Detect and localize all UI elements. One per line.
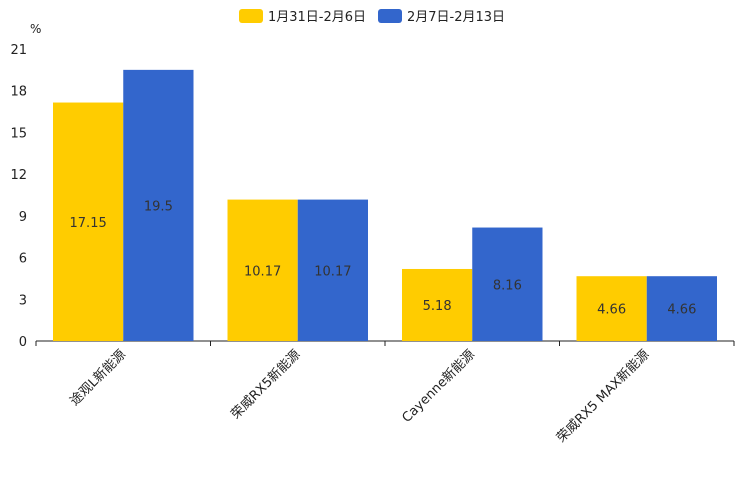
y-tick-label: 12 [10, 168, 27, 183]
legend-item-series-1[interactable]: 1月31日-2月6日 [238, 6, 366, 25]
data-label: 10.17 [314, 264, 351, 279]
y-tick-label: 9 [19, 210, 27, 225]
y-tick-label: 3 [19, 293, 27, 308]
legend-swatch-series-1 [238, 8, 263, 23]
legend: 1月31日-2月6日 2月7日-2月13日 [0, 6, 744, 25]
legend-label-series-2: 2月7日-2月13日 [407, 10, 506, 25]
y-tick-label: 6 [19, 252, 27, 267]
bar-1-1 [53, 102, 124, 342]
bar-2-3 [472, 227, 543, 341]
bar-1-2 [227, 199, 298, 341]
data-label: 4.66 [597, 303, 626, 318]
y-tick-label: 0 [19, 335, 27, 350]
bar-2-4 [646, 276, 717, 341]
y-axis-unit-label: % [30, 22, 42, 36]
data-label: 19.5 [144, 199, 173, 214]
x-tick-label: 荣威RX5 MAX新能源 [553, 347, 652, 446]
data-label: 17.15 [70, 216, 107, 231]
x-tick-label: Cayenne新能源 [399, 347, 478, 426]
data-label: 10.17 [244, 264, 281, 279]
y-tick-label: 15 [10, 126, 27, 141]
y-tick-label: 21 [10, 43, 27, 58]
legend-swatch-series-2 [378, 8, 402, 23]
legend-item-series-2[interactable]: 2月7日-2月13日 [378, 6, 505, 25]
bar-1-4 [576, 276, 647, 341]
x-tick-label: 荣威RX5新能源 [228, 347, 304, 423]
bar-2-2 [297, 199, 368, 341]
legend-label-series-1: 1月31日-2月6日 [267, 10, 366, 25]
data-label: 5.18 [423, 299, 452, 314]
data-label: 4.66 [667, 303, 696, 318]
bar-2-1 [123, 69, 194, 341]
bar-1-3 [402, 268, 473, 341]
y-tick-label: 18 [10, 85, 27, 100]
x-tick-label: 途观L新能源 [67, 347, 129, 409]
data-label: 8.16 [493, 278, 522, 293]
